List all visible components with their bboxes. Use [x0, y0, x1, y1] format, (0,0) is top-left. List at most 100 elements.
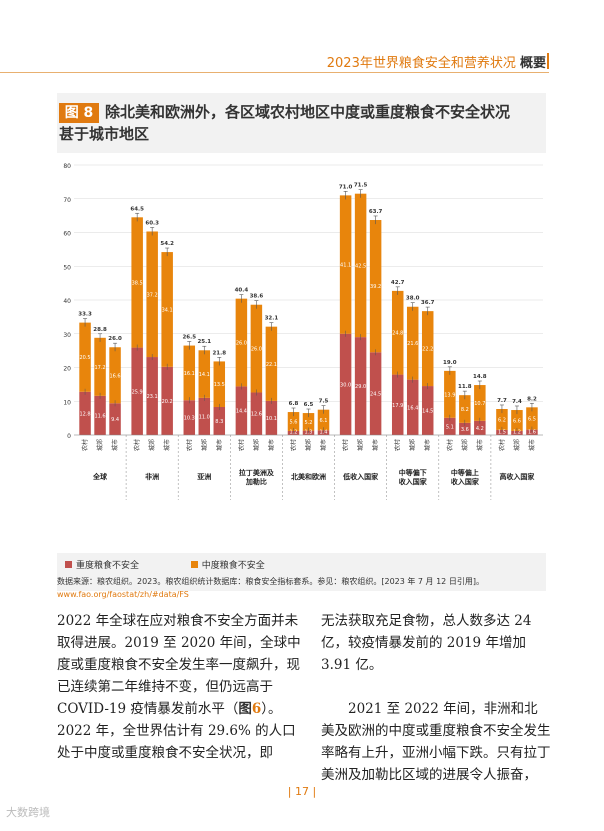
bar-category-label: 城郊 — [96, 439, 104, 451]
bar-total-label: 8.2 — [527, 396, 537, 402]
y-tick-label: 60 — [63, 231, 71, 238]
bar-severe-label: 14.4 — [236, 409, 247, 415]
figure-ref-number: 6 — [251, 701, 262, 717]
page-header: 2023年世界粮食安全和营养状况 概要 — [0, 50, 604, 73]
bar-severe-label: 10.3 — [184, 416, 195, 422]
bar-severe-label: 1.3 — [305, 430, 313, 436]
bar-severe-label: 29.0 — [355, 384, 366, 390]
bar-moderate-label: 10.7 — [474, 401, 485, 407]
bar-severe — [444, 417, 456, 435]
bar-moderate-label: 37.2 — [147, 292, 158, 298]
bar-category-label: 农村 — [446, 439, 454, 451]
bar-moderate-label: 16.1 — [184, 371, 195, 377]
bar-category-label: 城市 — [111, 439, 119, 451]
group-label: 收入国家 — [399, 477, 428, 486]
bar-category-label: 农村 — [185, 439, 193, 451]
bar-moderate — [421, 311, 434, 387]
bar-moderate — [146, 231, 158, 358]
bar-moderate — [391, 290, 404, 375]
chart-area: 01020304050607080百分比33.320.512.8农村28.817… — [57, 153, 546, 553]
bar-severe — [354, 337, 367, 435]
bar-severe-label: 5.1 — [446, 424, 454, 430]
bar-total-label: 25.1 — [197, 339, 211, 345]
bar-severe — [198, 397, 211, 435]
bar-moderate — [354, 193, 367, 338]
bar-moderate-label: 41.1 — [340, 263, 351, 269]
bar-category-label: 城郊 — [200, 439, 208, 451]
legend-label-moderate: 中度粮食不安全 — [201, 561, 265, 571]
bar-moderate — [94, 337, 106, 396]
bar-total-label: 14.8 — [473, 374, 487, 380]
bar-total-label: 21.8 — [212, 350, 226, 356]
y-tick-label: 0 — [67, 433, 71, 440]
figure-reference-link[interactable]: 图6 — [238, 701, 261, 717]
bar-moderate-label: 6.5 — [528, 416, 536, 422]
bar-moderate-label: 39.2 — [370, 284, 381, 290]
bar-category-label: 城市 — [476, 439, 484, 451]
bar-category-label: 城郊 — [357, 439, 365, 451]
bar-moderate-label: 14.1 — [199, 372, 210, 378]
report-title: 2023年世界粮食安全和营养状况 — [326, 56, 516, 71]
bar-total-label: 60.3 — [145, 220, 159, 226]
bar-moderate — [250, 304, 263, 393]
group-label: 亚洲 — [197, 473, 211, 481]
bar-category-label: 城郊 — [461, 439, 469, 451]
chart-legend: 重度粮食不安全 中度粮食不安全 — [65, 558, 265, 571]
source-text: 数据来源：粮农组织。2023。粮农组织统计数据库：粮食安全指标套系。参见：粮农组… — [57, 577, 484, 586]
bar-severe-label: 30.0 — [340, 382, 351, 388]
bar-severe-label: 11.6 — [94, 413, 105, 419]
bar-severe — [265, 400, 278, 435]
bar-category-label: 农村 — [81, 439, 89, 451]
bar-total-label: 33.3 — [78, 312, 92, 318]
bar-severe-label: 16.4 — [407, 405, 418, 411]
bar-total-label: 36.7 — [421, 300, 435, 306]
bar-severe-label: 8.3 — [215, 419, 223, 425]
figure-title: 图 8 除北美和欧洲外，各区域农村地区中度或重度粮食不安全状况 甚于城市地区 — [57, 99, 546, 151]
bar-severe — [235, 386, 248, 435]
bar-moderate — [302, 413, 315, 431]
bar-moderate-label: 16.6 — [109, 373, 120, 379]
bar-total-label: 32.1 — [265, 316, 279, 322]
bar-moderate — [161, 252, 173, 367]
bar-total-label: 64.5 — [130, 206, 144, 212]
body-text: ）。2022 年，全世界估计有 29.6% 的人口处于中度或重度粮食不安全状况，… — [57, 701, 296, 761]
bar-severe — [421, 386, 434, 435]
group-label: 全球 — [92, 472, 108, 481]
bar-total-label: 38.6 — [250, 294, 264, 300]
bar-severe-label: 1.6 — [528, 430, 536, 436]
body-paragraph: 无法获取充足食物，总人数多达 24 亿，较疫情暴发前的 2019 年增加 3.9… — [321, 613, 532, 673]
figure-badge: 图 8 — [59, 103, 99, 123]
bar-total-label: 63.7 — [369, 209, 383, 215]
figure-title-line2: 甚于城市地区 — [59, 125, 150, 143]
bar-moderate-label: 38.5 — [132, 280, 143, 286]
bar-severe-label: 14.5 — [422, 409, 433, 415]
bar-total-label: 11.8 — [458, 384, 472, 390]
bar-moderate — [79, 322, 91, 392]
body-text: 2022 年全球在应对粮食不安全方面并未取得进展。2019 至 2020 年间，… — [57, 613, 301, 717]
bar-total-label: 71.0 — [339, 184, 353, 190]
bar-severe — [109, 403, 121, 435]
bar-moderate — [339, 195, 352, 334]
y-tick-label: 50 — [63, 264, 71, 271]
source-link[interactable]: www.fao.org/faostat/zh/#data/FS — [57, 590, 189, 599]
bar-category-label: 城市 — [528, 439, 536, 451]
legend-swatch-severe — [65, 561, 72, 568]
bar-moderate-label: 42.5 — [355, 263, 366, 269]
bar-category-label: 城市 — [215, 439, 223, 451]
bar-severe-label: 12.6 — [251, 412, 262, 418]
bar-moderate-label: 5.2 — [305, 420, 313, 426]
bar-total-label: 6.5 — [304, 402, 314, 408]
bar-moderate-label: 13.9 — [444, 392, 455, 398]
header-rule — [0, 72, 549, 73]
y-tick-label: 20 — [63, 366, 71, 373]
bar-moderate-label: 17.2 — [94, 365, 105, 371]
group-label: 北美和欧洲 — [291, 472, 326, 481]
bar-total-label: 38.0 — [406, 296, 420, 302]
bar-severe — [474, 420, 486, 435]
legend-label-severe: 重度粮食不安全 — [76, 561, 140, 571]
legend-swatch-moderate — [190, 561, 198, 568]
group-label: 高收入国家 — [499, 472, 535, 481]
page-number: | 17 | — [287, 785, 317, 798]
bar-severe — [459, 422, 471, 435]
bar-moderate — [526, 407, 538, 430]
